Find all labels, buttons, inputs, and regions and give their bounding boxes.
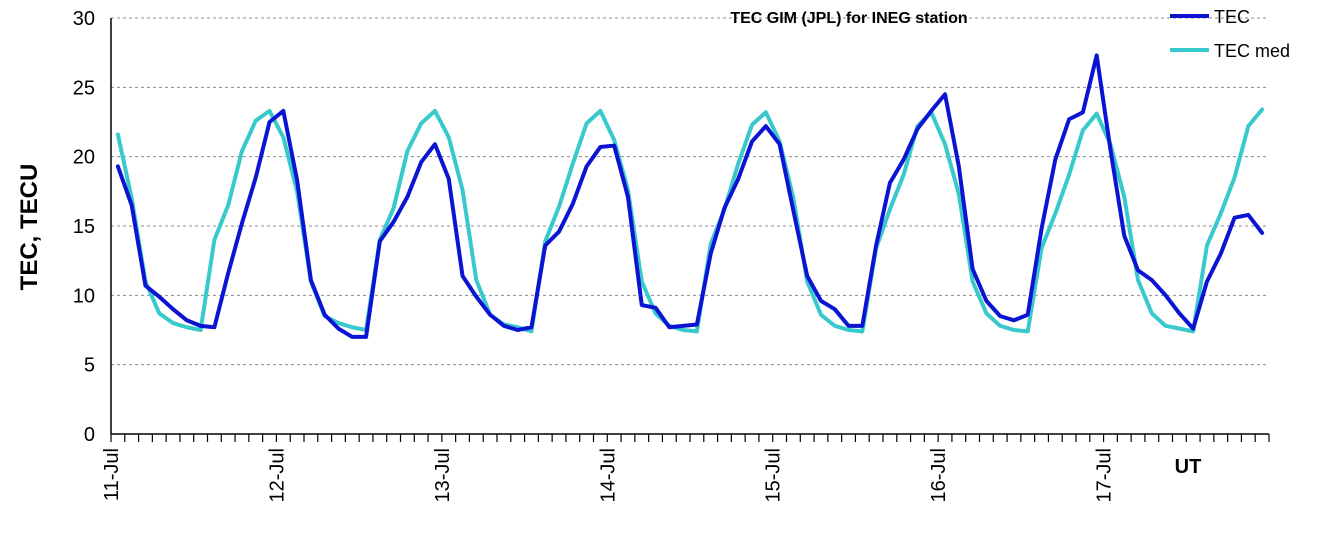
y-tick-label-0: 0: [84, 424, 95, 446]
x-tick-label-13-Jul: 13-Jul: [432, 448, 454, 502]
x-tick-label-17-Jul: 17-Jul: [1094, 448, 1116, 502]
y-axis-label: TEC, TECU: [16, 164, 43, 291]
series-line-tec: [115, 53, 1265, 339]
legend-label-tec: TEC: [1214, 7, 1250, 27]
legend-label-tec-med: TEC med: [1214, 41, 1290, 61]
x-tick-label-14-Jul: 14-Jul: [597, 448, 619, 502]
x-tick-label-16-Jul: 16-Jul: [928, 448, 950, 502]
y-tick-label-5: 5: [84, 355, 95, 377]
x-tick-label-15-Jul: 15-Jul: [763, 448, 785, 502]
legend: TEC TEC med: [1170, 7, 1290, 61]
x-tick-labels: 11-Jul 12-Jul 13-Jul 14-Jul 15-Jul 16-Jul 17-J…: [101, 448, 1116, 502]
chart-title: TEC GIM (JPL) for INEG station: [730, 10, 967, 27]
y-tick-label-15: 15: [73, 216, 95, 238]
y-tick-label-20: 20: [73, 147, 95, 169]
y-tick-label-30: 30: [73, 8, 95, 30]
x-tick-label-11-Jul: 11-Jul: [101, 448, 123, 501]
y-tick-label-10: 10: [73, 285, 95, 307]
x-tick-label-12-Jul: 12-Jul: [266, 448, 288, 502]
y-tick-labels: 0 5 10 15 20 25 30: [73, 8, 95, 446]
x-axis-label: UT: [1175, 456, 1202, 478]
series-lines: [115, 53, 1265, 339]
gridlines: [111, 17, 1269, 366]
y-tick-label-25: 25: [73, 77, 95, 99]
x-tick-marks: [110, 434, 1270, 442]
